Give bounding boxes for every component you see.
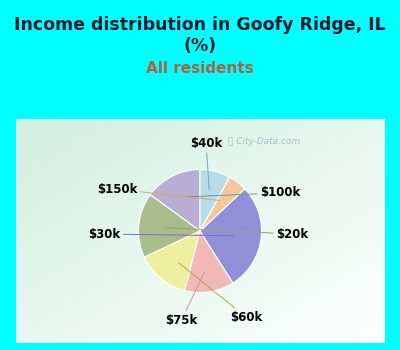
- Wedge shape: [200, 169, 230, 231]
- Wedge shape: [200, 177, 245, 231]
- Wedge shape: [144, 231, 200, 290]
- Wedge shape: [138, 195, 200, 257]
- Text: (%): (%): [184, 37, 216, 55]
- Text: $100k: $100k: [187, 186, 300, 200]
- Wedge shape: [150, 169, 200, 231]
- Text: $40k: $40k: [190, 137, 222, 190]
- Text: All residents: All residents: [146, 61, 254, 76]
- Text: Income distribution in Goofy Ridge, IL: Income distribution in Goofy Ridge, IL: [14, 16, 386, 34]
- Text: $30k: $30k: [88, 228, 234, 240]
- Text: $20k: $20k: [166, 228, 308, 240]
- Text: $60k: $60k: [179, 263, 262, 324]
- Text: ⓘ City-Data.com: ⓘ City-Data.com: [228, 137, 301, 146]
- Wedge shape: [185, 231, 233, 293]
- Text: $150k: $150k: [97, 183, 219, 201]
- Text: $75k: $75k: [166, 272, 204, 327]
- Wedge shape: [200, 189, 262, 283]
